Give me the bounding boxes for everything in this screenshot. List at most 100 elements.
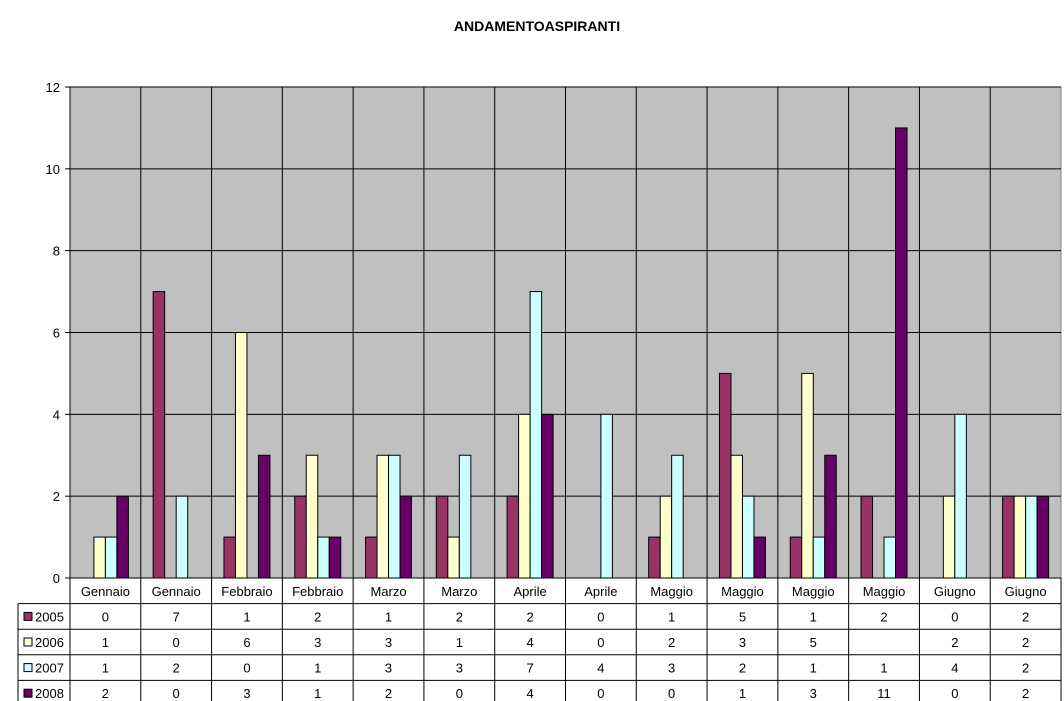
table-cell: 2 [1022,609,1029,624]
y-tick-label: 0 [53,571,60,586]
table-cell: 0 [102,609,109,624]
bar-2007 [529,291,543,579]
bar-2007 [1025,495,1038,579]
table-cell: 2 [385,686,392,701]
table-cell: 1 [810,661,817,676]
table-cell: 5 [739,609,746,624]
table-cell: 0 [951,686,958,701]
legend-key [23,688,33,698]
table-cell: 1 [880,661,887,676]
table-cell: 0 [173,635,180,650]
table-cell: 4 [597,661,604,676]
category-label: Giugno [1005,584,1047,599]
table-cell: 1 [456,635,463,650]
table-cell: 1 [102,661,109,676]
bar-2008 [328,536,342,579]
table-row: 2007 1 2 0 1 3 3 7 4 3 2 1 1 4 2 [23,661,1029,676]
category-label: Marzo [441,584,477,599]
table-row: 2008 2 0 3 1 2 0 4 0 0 1 3 11 0 2 [23,686,1029,701]
bar-2008 [257,454,271,579]
table-cell: 6 [243,635,250,650]
category-label: Aprile [584,584,617,599]
category-label: Maggio [721,584,764,599]
table-cell: 3 [668,661,675,676]
table-cell: 0 [456,686,463,701]
bar-2005 [718,372,732,579]
table-cell: 7 [173,609,180,624]
table-cell: 2 [314,609,321,624]
category-label: Maggio [792,584,835,599]
table-cell: 3 [739,635,746,650]
bar-2005 [789,536,803,579]
table-cell: 7 [526,661,533,676]
table-cell: 1 [102,635,109,650]
table-cell: 1 [314,686,321,701]
category-label: Gennaio [152,584,201,599]
category-label: Gennaio [81,584,130,599]
legend-key [23,611,33,621]
legend-label: 2005 [35,609,64,624]
table-cell: 0 [597,635,604,650]
table-cell: 2 [1022,661,1029,676]
bar-2005 [860,495,874,579]
table-cell: 2 [880,609,887,624]
bar-2005 [152,291,166,579]
y-tick-label: 10 [46,162,60,177]
legend-label: 2008 [35,686,64,701]
table-cell: 0 [668,686,675,701]
bar-2006 [801,372,814,579]
table-cell: 11 [877,686,891,701]
table-cell: 3 [810,686,817,701]
table-row: 2005 0 7 1 2 1 2 2 0 1 5 1 2 0 2 [23,609,1029,624]
bar-2007 [741,495,755,579]
table-cell: 3 [385,661,392,676]
y-tick-label: 8 [53,244,60,259]
table-cell: 4 [526,686,533,701]
category-label: Maggio [863,584,906,599]
bar-2007 [671,454,684,579]
table-cell: 2 [173,661,180,676]
table-cell: 1 [243,609,250,624]
table-cell: 4 [526,635,533,650]
table-cell: 1 [314,661,321,676]
table-cell: 3 [456,661,463,676]
bar-2007 [883,536,897,579]
y-tick-label: 6 [53,326,60,341]
bar-2008 [1036,495,1050,579]
category-label: Aprile [513,584,546,599]
category-label: Maggio [650,584,693,599]
legend-key [23,637,33,647]
legend-key [23,663,33,673]
table-cell: 0 [951,609,958,624]
bar-2006 [518,413,531,579]
legend-label: 2006 [35,635,64,650]
table-cell: 2 [1022,686,1029,701]
bar-2005 [435,495,449,579]
table-cell: 2 [951,635,958,650]
bar-2006 [730,454,743,579]
category-label: Giugno [934,584,976,599]
bar-2007 [317,536,330,579]
table-cell: 1 [739,686,746,701]
bar-2007 [458,454,472,579]
bar-2007 [104,536,118,579]
bar-2006 [93,536,106,579]
table-cell: 5 [810,635,817,650]
y-tick-label: 12 [46,80,60,95]
bar-2006 [659,495,673,579]
table-cell: 2 [668,635,675,650]
table-cell: 4 [951,661,958,676]
bar-2005 [1002,495,1015,579]
bar-2008 [116,495,129,579]
bar-2006 [447,536,460,579]
bar-2008 [399,495,413,579]
bar-2008 [824,454,837,579]
bar-2006 [234,332,248,579]
category-label: Febbraio [221,584,272,599]
table-cell: 0 [243,661,250,676]
chart-title: ANDAMENTOASPIRANTI [453,18,621,34]
bar-2005 [294,495,307,579]
table-cell: 2 [102,686,109,701]
bar-2006 [305,454,319,579]
